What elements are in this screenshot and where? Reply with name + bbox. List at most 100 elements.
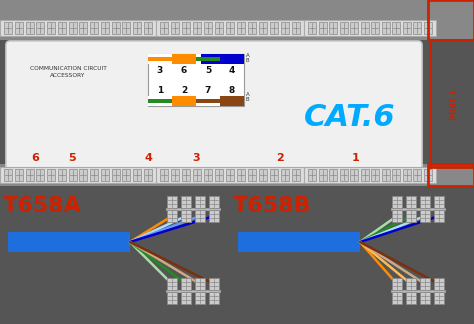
Bar: [101, 22, 109, 34]
Bar: [195, 210, 205, 222]
Bar: [58, 22, 66, 34]
Bar: [350, 169, 358, 181]
Bar: [248, 169, 256, 181]
Bar: [226, 22, 234, 34]
Bar: [160, 169, 168, 181]
Bar: [281, 22, 289, 34]
Bar: [0, 186, 474, 324]
Bar: [133, 22, 141, 34]
Bar: [420, 292, 430, 304]
Bar: [428, 0, 474, 40]
Bar: [171, 169, 179, 181]
Bar: [413, 22, 421, 34]
Bar: [392, 292, 402, 304]
Bar: [167, 292, 177, 304]
Bar: [193, 169, 201, 181]
Bar: [112, 169, 120, 181]
Bar: [420, 196, 430, 208]
Bar: [248, 22, 256, 34]
Bar: [90, 22, 98, 34]
Bar: [195, 196, 205, 208]
Bar: [209, 278, 219, 290]
Text: 6: 6: [31, 153, 39, 163]
Bar: [167, 196, 177, 208]
Bar: [36, 22, 44, 34]
Text: A: A: [246, 53, 250, 58]
Bar: [47, 22, 55, 34]
Bar: [166, 290, 220, 292]
Bar: [0, 167, 156, 183]
Bar: [209, 196, 219, 208]
Bar: [281, 169, 289, 181]
Bar: [148, 54, 244, 106]
Bar: [58, 169, 66, 181]
Bar: [270, 22, 278, 34]
Bar: [304, 20, 436, 36]
Bar: [172, 54, 196, 64]
Bar: [148, 57, 172, 61]
Bar: [259, 169, 267, 181]
Text: 2: 2: [276, 153, 284, 163]
Text: CAT.6: CAT.6: [304, 102, 396, 132]
Bar: [79, 22, 87, 34]
Bar: [26, 169, 34, 181]
Bar: [403, 169, 411, 181]
Bar: [392, 22, 401, 34]
Bar: [237, 169, 245, 181]
Text: 5: 5: [205, 66, 211, 75]
Text: 4: 4: [144, 153, 152, 163]
Bar: [69, 22, 77, 34]
Bar: [181, 210, 191, 222]
Bar: [195, 292, 205, 304]
Bar: [4, 22, 12, 34]
Bar: [112, 22, 120, 34]
Bar: [392, 169, 401, 181]
Bar: [122, 169, 130, 181]
Bar: [69, 169, 77, 181]
Bar: [350, 22, 358, 34]
Bar: [122, 22, 130, 34]
Bar: [406, 210, 416, 222]
Bar: [90, 169, 98, 181]
Text: 7: 7: [205, 86, 211, 95]
Bar: [167, 278, 177, 290]
Bar: [329, 22, 337, 34]
Bar: [209, 292, 219, 304]
FancyBboxPatch shape: [6, 41, 422, 171]
Bar: [391, 208, 445, 210]
Bar: [144, 169, 152, 181]
Bar: [160, 22, 168, 34]
Bar: [238, 232, 360, 252]
Bar: [0, 164, 474, 186]
Bar: [156, 20, 304, 36]
Bar: [144, 22, 152, 34]
Text: A: A: [246, 92, 250, 97]
Bar: [79, 169, 87, 181]
Bar: [308, 22, 316, 34]
Bar: [424, 169, 432, 181]
Bar: [392, 278, 402, 290]
Bar: [259, 22, 267, 34]
Bar: [15, 22, 23, 34]
Bar: [182, 169, 190, 181]
Bar: [196, 57, 220, 61]
Bar: [392, 210, 402, 222]
Text: PORT 1: PORT 1: [450, 88, 459, 120]
Bar: [196, 99, 220, 103]
Bar: [166, 208, 220, 210]
Bar: [201, 54, 244, 64]
Bar: [391, 290, 445, 292]
Bar: [148, 96, 172, 106]
Text: 2: 2: [181, 86, 187, 95]
Bar: [406, 196, 416, 208]
Bar: [226, 169, 234, 181]
Bar: [304, 167, 436, 183]
Text: 4: 4: [229, 66, 235, 75]
Bar: [215, 169, 223, 181]
Text: B: B: [246, 58, 250, 63]
Bar: [148, 99, 172, 103]
Bar: [424, 22, 432, 34]
Bar: [220, 54, 244, 64]
Bar: [171, 22, 179, 34]
Bar: [0, 0, 474, 40]
